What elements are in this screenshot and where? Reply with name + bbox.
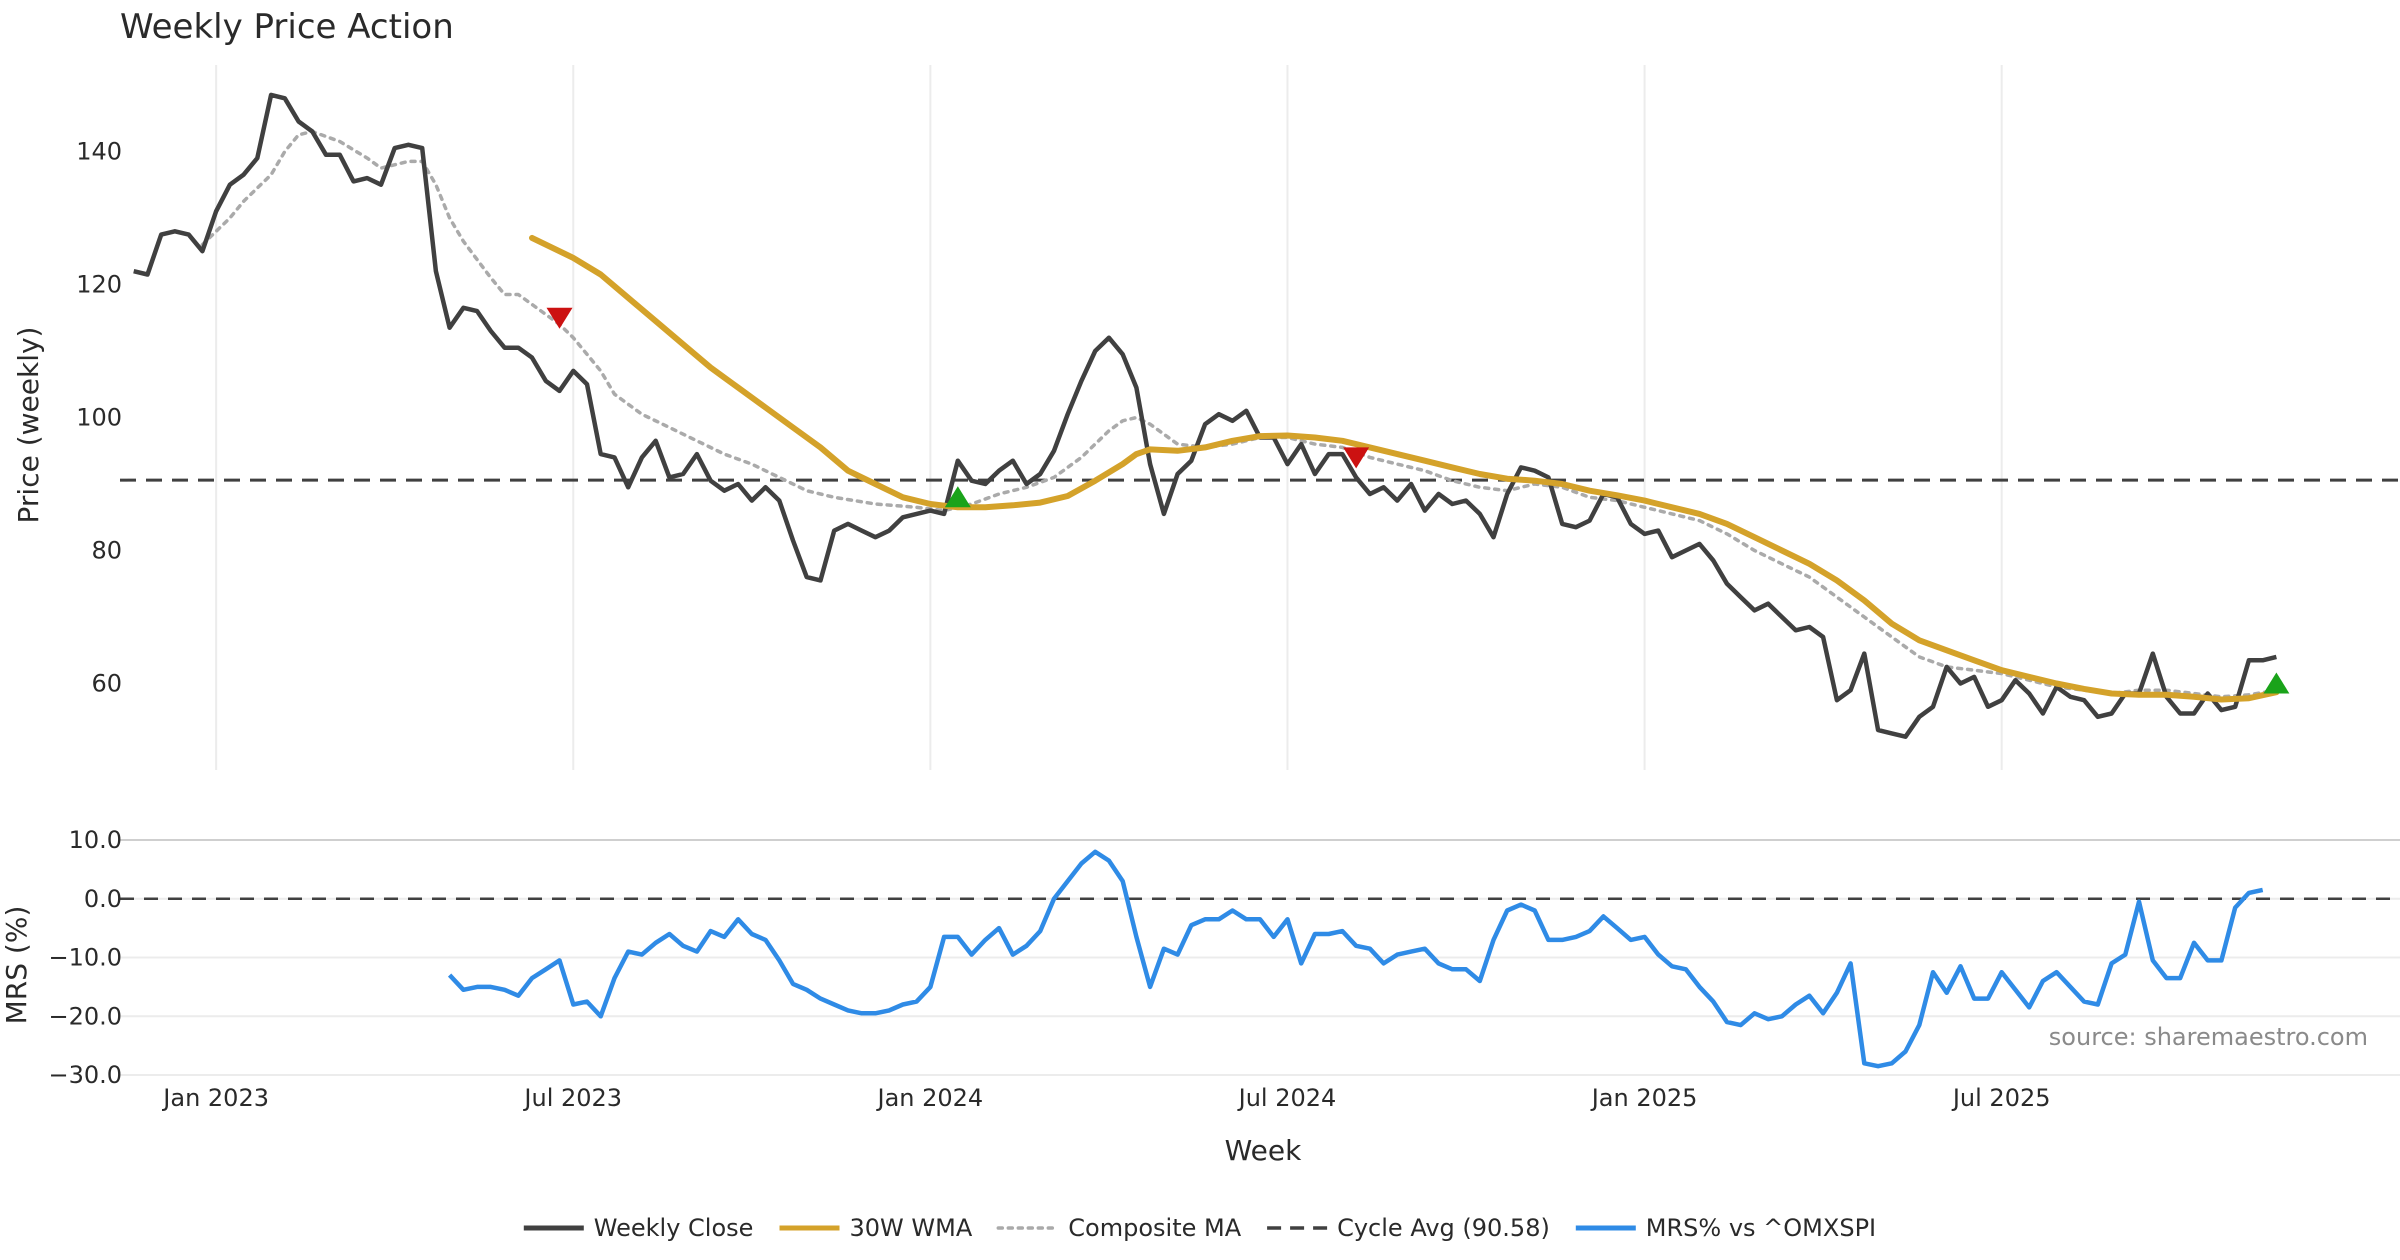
- price-gridlines: [215, 65, 2003, 770]
- mrs-y-tick-label: −20.0: [48, 1002, 122, 1030]
- buy-signal-marker-1: [944, 486, 971, 508]
- wma-30w-line: [529, 234, 2280, 703]
- x-tick-label: Jul 2024: [1237, 1084, 1337, 1112]
- price-y-axis: 60 80 100 120 140: [76, 137, 122, 697]
- sell-signal-marker-2: [1343, 447, 1370, 469]
- mrs-y-tick-label: 10.0: [69, 826, 122, 854]
- x-tick-label: Jan 2024: [876, 1084, 984, 1112]
- legend: Weekly Close 30W WMA Composite MA Cycle Avg…: [523, 1214, 1876, 1242]
- legend-item-cycle: Cycle Avg (90.58): [1267, 1214, 1550, 1242]
- x-tick-label: Jan 2023: [161, 1084, 269, 1112]
- mrs-line: [447, 849, 2264, 1069]
- mrs-y-axis-label: MRS (%): [0, 906, 33, 1025]
- sell-signal-marker-0: [546, 307, 573, 329]
- x-axis: Jan 2023 Jul 2023 Jan 2024 Jul 2024 Jan 2025…: [161, 1084, 2050, 1112]
- price-y-axis-label: Price (weekly): [12, 327, 45, 524]
- legend-item-mrs: MRS% vs ^OMXSPI: [1575, 1214, 1876, 1242]
- price-y-tick-label: 80: [91, 537, 122, 565]
- price-y-tick-label: 120: [76, 270, 122, 298]
- price-y-tick-label: 100: [76, 404, 122, 432]
- x-tick-label: Jul 2025: [1951, 1084, 2051, 1112]
- chart-title: Weekly Price Action: [120, 7, 454, 47]
- weekly-close-line: [133, 92, 2277, 739]
- legend-label-composite: Composite MA: [1068, 1214, 1241, 1242]
- price-y-tick-label: 140: [76, 137, 122, 165]
- legend-label-wma: 30W WMA: [850, 1214, 973, 1242]
- legend-label-close: Weekly Close: [594, 1214, 754, 1242]
- legend-item-wma: 30W WMA: [779, 1214, 973, 1242]
- x-tick-label: Jan 2025: [1590, 1084, 1698, 1112]
- legend-item-close: Weekly Close: [523, 1214, 754, 1242]
- mrs-y-tick-label: −30.0: [48, 1061, 122, 1089]
- x-axis-label: Week: [1225, 1134, 1302, 1167]
- price-series-layer: [120, 92, 2400, 739]
- legend-label-mrs: MRS% vs ^OMXSPI: [1646, 1214, 1876, 1242]
- mrs-series-layer: [120, 849, 2400, 1069]
- mrs-y-tick-label: 0.0: [84, 885, 122, 913]
- mrs-y-tick-label: −10.0: [48, 944, 122, 972]
- buy-signal-marker-3: [2263, 672, 2290, 694]
- mrs-y-axis: 10.0 0.0 −10.0 −20.0 −30.0: [48, 826, 122, 1089]
- price-y-tick-label: 60: [91, 670, 122, 698]
- legend-item-composite: Composite MA: [996, 1214, 1242, 1242]
- x-tick-label: Jul 2023: [522, 1084, 622, 1112]
- legend-label-cycle: Cycle Avg (90.58): [1337, 1214, 1550, 1242]
- source-annotation: source: sharemaestro.com: [2049, 1023, 2368, 1051]
